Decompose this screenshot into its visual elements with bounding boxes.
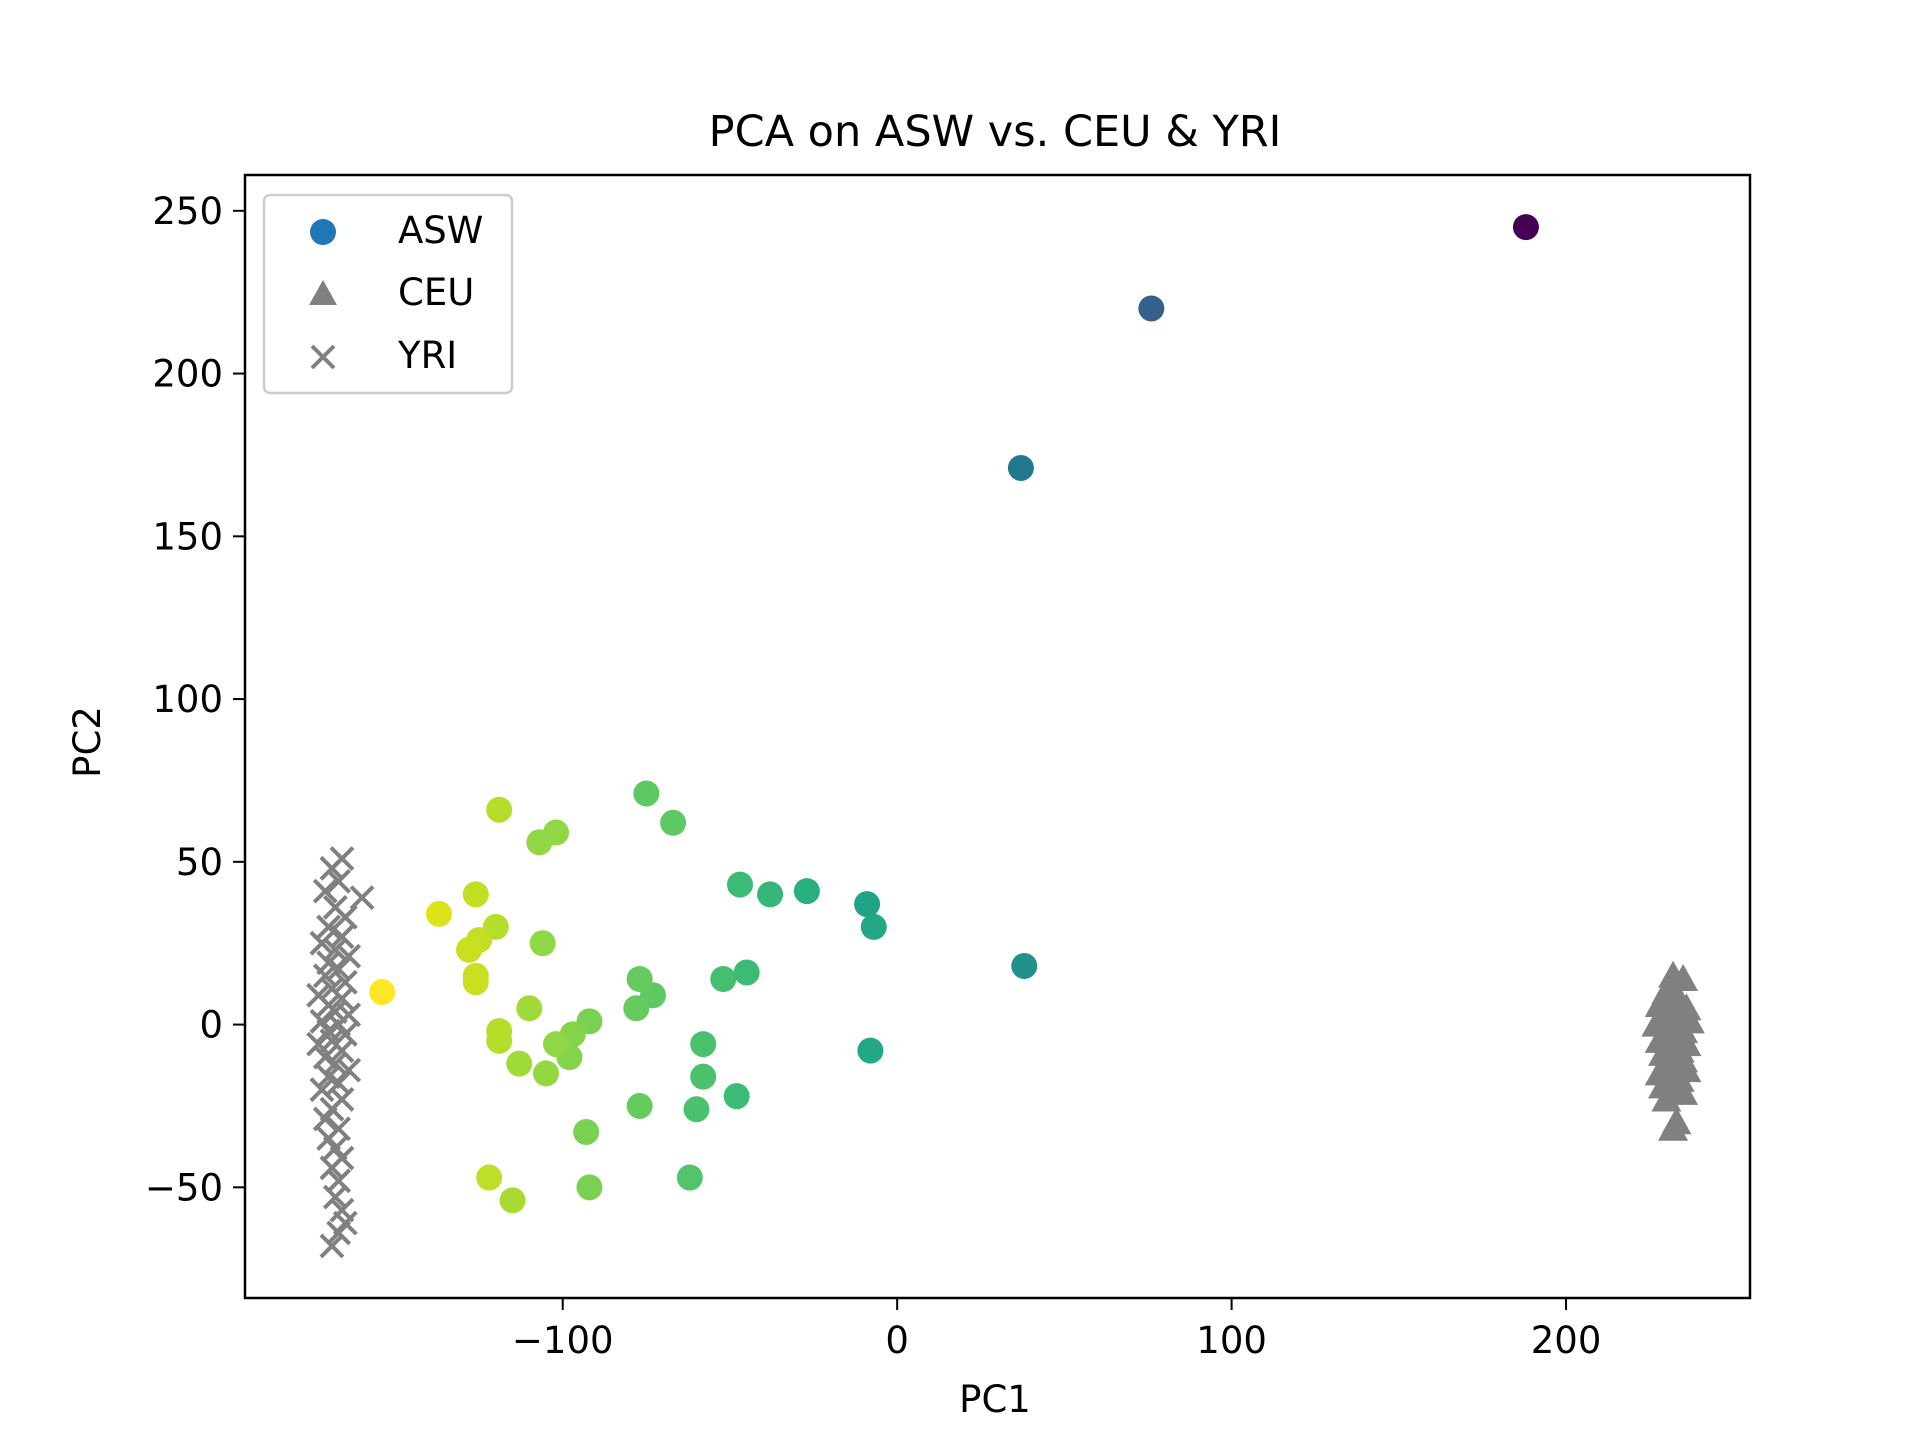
- yri-point: [322, 1184, 348, 1210]
- yri-point: [319, 1233, 345, 1259]
- asw-point: [1512, 214, 1539, 241]
- asw-point: [793, 878, 820, 905]
- asw-point: [726, 871, 753, 898]
- yri-point: [329, 1038, 355, 1064]
- x-tick-label: −100: [512, 1319, 614, 1362]
- yri-point: [312, 963, 338, 989]
- asw-point: [506, 1050, 533, 1077]
- x-axis-label: PC1: [959, 1378, 1031, 1421]
- yri-point: [326, 868, 352, 894]
- chart-title: PCA on ASW vs. CEU & YRI: [709, 107, 1282, 157]
- y-tick-label: 200: [152, 353, 223, 396]
- asw-point: [690, 1063, 717, 1090]
- data-points: [306, 214, 1705, 1259]
- x-tick-label: 0: [885, 1319, 909, 1362]
- asw-point: [854, 891, 881, 918]
- asw-point: [1138, 295, 1165, 322]
- asw-point: [626, 966, 653, 993]
- asw-point: [573, 1118, 600, 1145]
- asw-point: [486, 1027, 513, 1054]
- ceu-point: [1651, 1084, 1682, 1112]
- asw-point: [860, 913, 887, 940]
- yri-point: [336, 1057, 362, 1083]
- asw-point: [456, 936, 483, 963]
- ceu-point: [1658, 1113, 1689, 1141]
- asw-point: [462, 969, 489, 996]
- yri-point: [319, 1155, 345, 1181]
- yri-point: [312, 878, 338, 904]
- yri-point: [329, 924, 355, 950]
- y-tick-label: 50: [176, 841, 223, 884]
- yri-point: [326, 956, 352, 982]
- y-tick-label: 100: [152, 678, 223, 721]
- asw-point: [757, 881, 784, 908]
- asw-point: [499, 1187, 526, 1214]
- legend-yri-marker: [310, 344, 336, 370]
- x-tick-label: 200: [1531, 1319, 1602, 1362]
- asw-point: [676, 1164, 703, 1191]
- legend-ceu-label: CEU: [398, 271, 474, 314]
- asw-point: [857, 1037, 884, 1064]
- y-tick-label: 150: [152, 515, 223, 558]
- yri-point: [332, 904, 358, 930]
- asw-point: [690, 1031, 717, 1058]
- yri-point: [319, 855, 345, 881]
- asw-point: [462, 881, 489, 908]
- y-tick-label: 250: [152, 190, 223, 233]
- asw-point: [710, 966, 737, 993]
- asw-point: [626, 1092, 653, 1119]
- legend-asw-label: ASW: [398, 209, 483, 252]
- legend-ceu-marker: [309, 280, 337, 305]
- asw-point: [576, 1174, 603, 1201]
- asw-point: [476, 1164, 503, 1191]
- asw-point: [723, 1083, 750, 1110]
- ceu-point: [1668, 1077, 1699, 1105]
- yri-point: [312, 1106, 338, 1132]
- asw-point: [1007, 454, 1034, 481]
- asw-point: [529, 930, 556, 957]
- asw-point: [425, 900, 452, 927]
- asw-point: [623, 995, 650, 1022]
- asw-point: [516, 995, 543, 1022]
- yri-point: [322, 1051, 348, 1077]
- plot-area-frame: [243, 173, 1752, 1300]
- yri-point: [309, 1077, 335, 1103]
- x-axis: −100 0 100 200: [512, 1298, 1601, 1362]
- asw-point: [633, 780, 660, 807]
- asw-point: [526, 829, 553, 856]
- legend: ASW CEU YRI: [262, 193, 514, 395]
- asw-point: [486, 796, 513, 823]
- legend-asw-marker: [310, 219, 336, 245]
- asw-point: [683, 1096, 710, 1123]
- yri-point: [316, 914, 342, 940]
- asw-point: [533, 1060, 559, 1087]
- x-tick-label: 100: [1196, 1319, 1267, 1362]
- legend-yri-label: YRI: [397, 334, 457, 377]
- yri-point: [309, 930, 335, 956]
- asw-point: [1011, 952, 1038, 979]
- yri-point: [322, 937, 348, 963]
- asw-point: [543, 1031, 570, 1058]
- yri-point: [336, 943, 362, 969]
- asw-point: [733, 959, 760, 986]
- y-axis-label: PC2: [66, 706, 109, 778]
- y-axis: −50 0 50 100 150 200 250: [145, 190, 245, 1209]
- yri-point: [329, 986, 355, 1011]
- y-tick-label: 0: [199, 1004, 223, 1047]
- y-tick-label: −50: [145, 1166, 223, 1209]
- asw-point: [369, 979, 396, 1006]
- yri-point: [326, 1220, 352, 1246]
- asw-point: [660, 809, 687, 836]
